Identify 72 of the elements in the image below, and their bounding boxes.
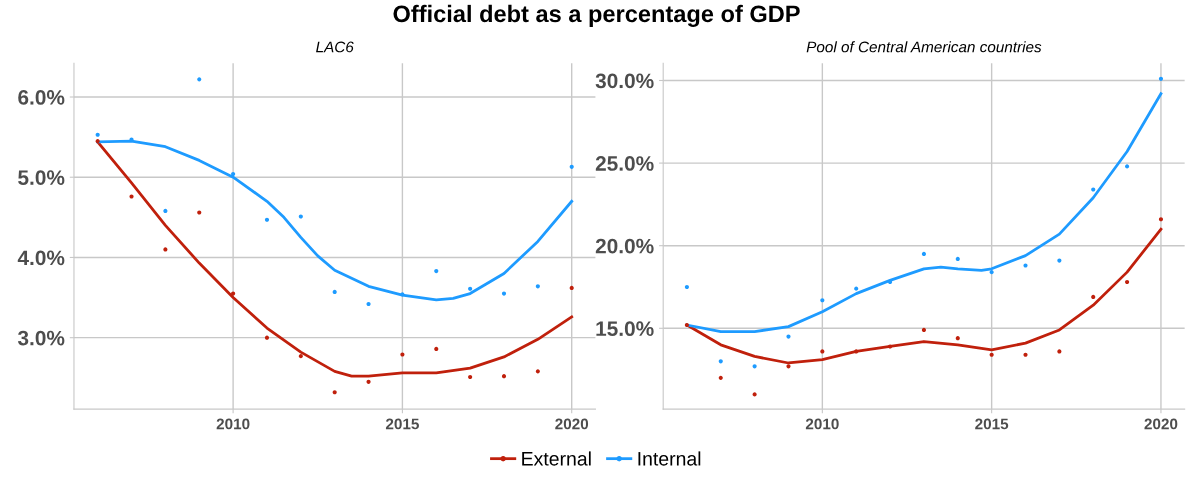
- point: [1091, 294, 1096, 299]
- point: [298, 354, 303, 359]
- point: [197, 77, 202, 82]
- point: [298, 214, 303, 219]
- point: [129, 194, 134, 199]
- point: [1125, 279, 1130, 285]
- point: [332, 289, 337, 295]
- point: [684, 322, 689, 328]
- point: [163, 208, 168, 214]
- point: [231, 291, 236, 296]
- point: [854, 349, 859, 354]
- point: [684, 284, 689, 290]
- point: [955, 336, 960, 341]
- point: [231, 171, 236, 177]
- point: [197, 210, 202, 215]
- point: [786, 364, 791, 369]
- legend-label: Internal: [638, 451, 701, 466]
- point: [820, 298, 825, 303]
- point: [264, 217, 270, 222]
- x-tick-label: 2010: [216, 418, 250, 430]
- y-tick-label: 3.0%: [17, 330, 65, 346]
- y-tick-label: 20.0%: [595, 238, 654, 254]
- y-tick-label: 4.0%: [17, 250, 65, 266]
- point: [1158, 217, 1164, 222]
- point: [501, 291, 507, 296]
- point: [95, 139, 100, 144]
- x-tick-label: 2015: [385, 418, 419, 430]
- point: [569, 164, 574, 169]
- point: [718, 375, 723, 380]
- point: [1091, 187, 1096, 192]
- point: [569, 285, 574, 291]
- y-tick-label: 15.0%: [596, 321, 654, 337]
- point: [887, 344, 893, 349]
- line-series: [96, 140, 574, 378]
- chart-title: Official debt as a percentage of GDP: [393, 4, 800, 27]
- point: [434, 269, 439, 274]
- x-tick-label: 2010: [805, 418, 839, 430]
- legend-label: External: [522, 451, 591, 466]
- point: [501, 374, 507, 379]
- point: [786, 334, 791, 339]
- point: [535, 369, 540, 374]
- point: [366, 379, 371, 384]
- x-tick-label: 2020: [1144, 418, 1178, 430]
- line-series: [685, 92, 1163, 333]
- y-tick-label: 6.0%: [18, 90, 65, 105]
- line-series: [96, 139, 574, 302]
- point: [1125, 164, 1130, 169]
- point: [955, 256, 960, 261]
- point: [854, 286, 859, 291]
- y-tick-label: 30.0%: [595, 73, 654, 89]
- point: [366, 301, 371, 307]
- point: [1158, 76, 1164, 81]
- point: [434, 346, 439, 351]
- point: [468, 286, 473, 291]
- point: [535, 284, 540, 289]
- point: [332, 390, 337, 395]
- point: [921, 251, 927, 257]
- point: [989, 352, 994, 357]
- point: [718, 359, 723, 364]
- point: [921, 327, 927, 333]
- point: [989, 270, 994, 275]
- chart-subtitle: LAC6: [316, 41, 354, 53]
- y-tick-label: 5.0%: [18, 170, 65, 185]
- point: [468, 374, 473, 380]
- y-tick-label: 25.0%: [595, 156, 654, 171]
- x-tick-label: 2015: [975, 418, 1009, 430]
- point: [95, 132, 100, 137]
- point: [752, 364, 757, 369]
- point: [1023, 263, 1028, 268]
- x-tick-label: 2020: [555, 418, 589, 430]
- chart-subtitle: Pool of Central American countries: [806, 41, 1042, 53]
- point: [264, 335, 270, 340]
